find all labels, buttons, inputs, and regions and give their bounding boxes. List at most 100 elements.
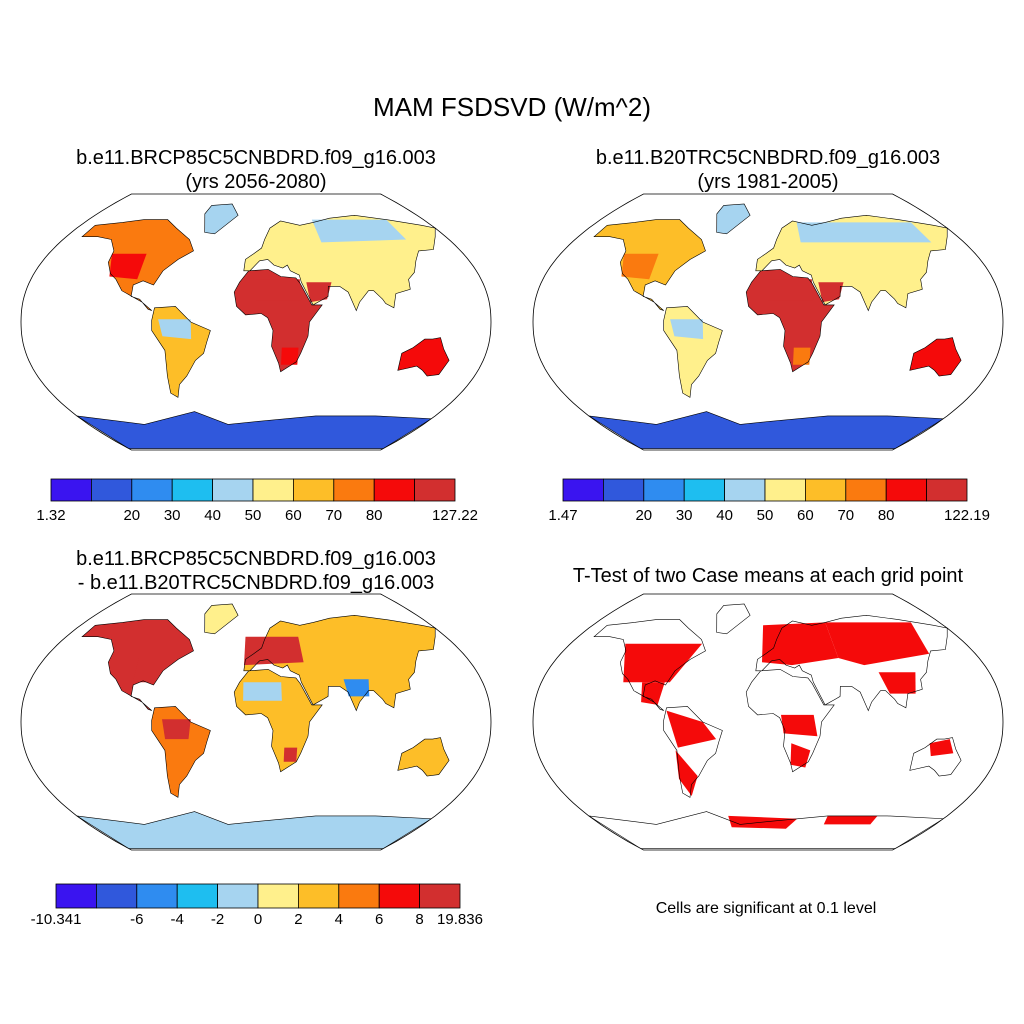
- colorbar-tick-label: 1.47: [548, 507, 578, 524]
- value-region-3: [796, 222, 932, 243]
- significant-cells-9: [929, 739, 954, 757]
- colorbar-tick-label: 6: [375, 911, 384, 928]
- colorbar-box-2: [131, 478, 173, 502]
- value-region-4: [670, 319, 704, 340]
- colorbar-box-5: [252, 478, 294, 502]
- coastline-southAmerica: [151, 306, 211, 398]
- value-region-5: [793, 347, 811, 365]
- coastline-antarctica: [588, 811, 945, 849]
- map-border: [532, 193, 1004, 451]
- colorbar-tick-label: 2: [294, 911, 303, 928]
- land-greenland: [204, 204, 239, 234]
- land-greenland: [204, 604, 239, 634]
- map-panel-4: [533, 594, 1003, 850]
- value-region-1: [132, 658, 169, 683]
- colorbar-box-9: [419, 883, 461, 909]
- colorbar-box-0: [562, 478, 604, 502]
- colorbar-tick-label: 1.32: [36, 507, 66, 524]
- value-region-3: [343, 679, 370, 697]
- significant-cells-2: [762, 622, 839, 666]
- colorbar-box-4: [217, 883, 259, 909]
- colorbar-box-0: [55, 883, 97, 909]
- colorbar-box-1: [96, 883, 138, 909]
- colorbar-tick-label: -4: [170, 911, 184, 928]
- colorbar-tick-label: 19.836: [437, 911, 483, 928]
- land-antarctica: [76, 411, 432, 449]
- value-region-0: [244, 636, 304, 666]
- colorbar-tick-label: 4: [334, 911, 343, 928]
- coastline-eurasia: [243, 614, 436, 712]
- colorbar-tick-label: 40: [204, 507, 221, 524]
- land-australia: [397, 737, 450, 776]
- colorbar-tick-label: 127.22: [432, 507, 478, 524]
- colorbar-tick-label: 60: [285, 507, 302, 524]
- panel2-title-line2: (yrs 1981-2005): [697, 171, 839, 193]
- colorbar-box-5: [257, 883, 299, 909]
- coastline-southAmerica: [151, 706, 211, 798]
- colorbar-box-7: [845, 478, 887, 502]
- colorbar-box-3: [683, 478, 726, 502]
- land-antarctica: [588, 411, 944, 449]
- colorbar-box-1: [603, 478, 645, 502]
- colorbar-box-7: [333, 478, 375, 502]
- value-region-5: [281, 347, 299, 365]
- panel1-title-line2: (yrs 2056-2080): [185, 171, 327, 193]
- value-region-5: [283, 747, 298, 762]
- map-border: [20, 193, 492, 451]
- colorbar-1: [50, 478, 456, 502]
- coastline-eurasia: [243, 214, 436, 312]
- land-antarctica: [76, 811, 432, 849]
- colorbar-tick-label: -6: [130, 911, 144, 928]
- colorbar-box-7: [338, 883, 380, 909]
- colorbar-box-6: [805, 478, 847, 502]
- colorbar-tick-label: 50: [756, 507, 774, 524]
- value-region-1: [256, 279, 302, 301]
- colorbar-tick-label: 30: [163, 507, 181, 524]
- colorbar-tick-label: 70: [837, 507, 855, 524]
- significant-cells-1: [641, 682, 665, 705]
- value-region-2: [306, 282, 332, 303]
- significant-cells-0: [623, 643, 703, 683]
- coastline-australia: [909, 337, 962, 377]
- colorbar-tick-label: 8: [415, 911, 424, 928]
- value-region-3: [311, 219, 407, 243]
- colorbar-box-4: [212, 478, 254, 502]
- colorbar-box-5: [764, 478, 806, 502]
- coastline-greenland: [716, 603, 751, 635]
- colorbar-box-9: [926, 478, 968, 502]
- colorbar-box-6: [297, 883, 340, 909]
- panel3-title-line1: b.e11.BRCP85C5CNBDRD.f09_g16.003: [76, 548, 436, 570]
- coastline-southAmerica: [663, 306, 723, 398]
- panel1-title: b.e11.BRCP85C5CNBDRD.f09_g16.003 (yrs 20…: [16, 146, 496, 194]
- colorbar-tick-label: 80: [365, 507, 383, 524]
- colorbar-box-1: [91, 478, 133, 502]
- coastline-northAmerica: [81, 619, 194, 711]
- colorbar-tick-label: 20: [123, 507, 141, 524]
- panel1-title-line1: b.e11.BRCP85C5CNBDRD.f09_g16.003: [76, 147, 436, 169]
- colorbar-box-9: [414, 478, 456, 502]
- colorbar-tick-label: -2: [210, 911, 225, 928]
- colorbar-tick-label: 122.19: [944, 507, 990, 524]
- panel2-title: b.e11.B20TRC5CNBDRD.f09_g16.003 (yrs 198…: [528, 146, 1008, 194]
- colorbar-box-4: [724, 478, 766, 502]
- map-border: [20, 593, 492, 851]
- land-australia: [909, 337, 962, 376]
- significant-cells-5: [666, 710, 717, 748]
- colorbar-tick-label: 50: [244, 507, 262, 524]
- coastline-africa: [233, 269, 323, 373]
- value-region-2: [818, 282, 844, 303]
- coastline-africa: [745, 269, 835, 373]
- colorbar-box-3: [171, 478, 213, 502]
- colorbar-tick-label: 0: [253, 911, 263, 928]
- significant-cells-6: [675, 750, 698, 796]
- colorbar-box-8: [378, 883, 421, 909]
- significant-cells-7: [781, 714, 818, 737]
- colorbar-tick-label: 40: [716, 507, 733, 524]
- coastline-australia: [397, 737, 450, 777]
- map-panel-2: [533, 194, 1003, 450]
- colorbar-tick-label: 80: [877, 507, 895, 524]
- colorbar-box-8: [373, 478, 416, 502]
- coastline-greenland: [716, 203, 751, 235]
- colorbar-tick-label: -10.341: [30, 911, 82, 928]
